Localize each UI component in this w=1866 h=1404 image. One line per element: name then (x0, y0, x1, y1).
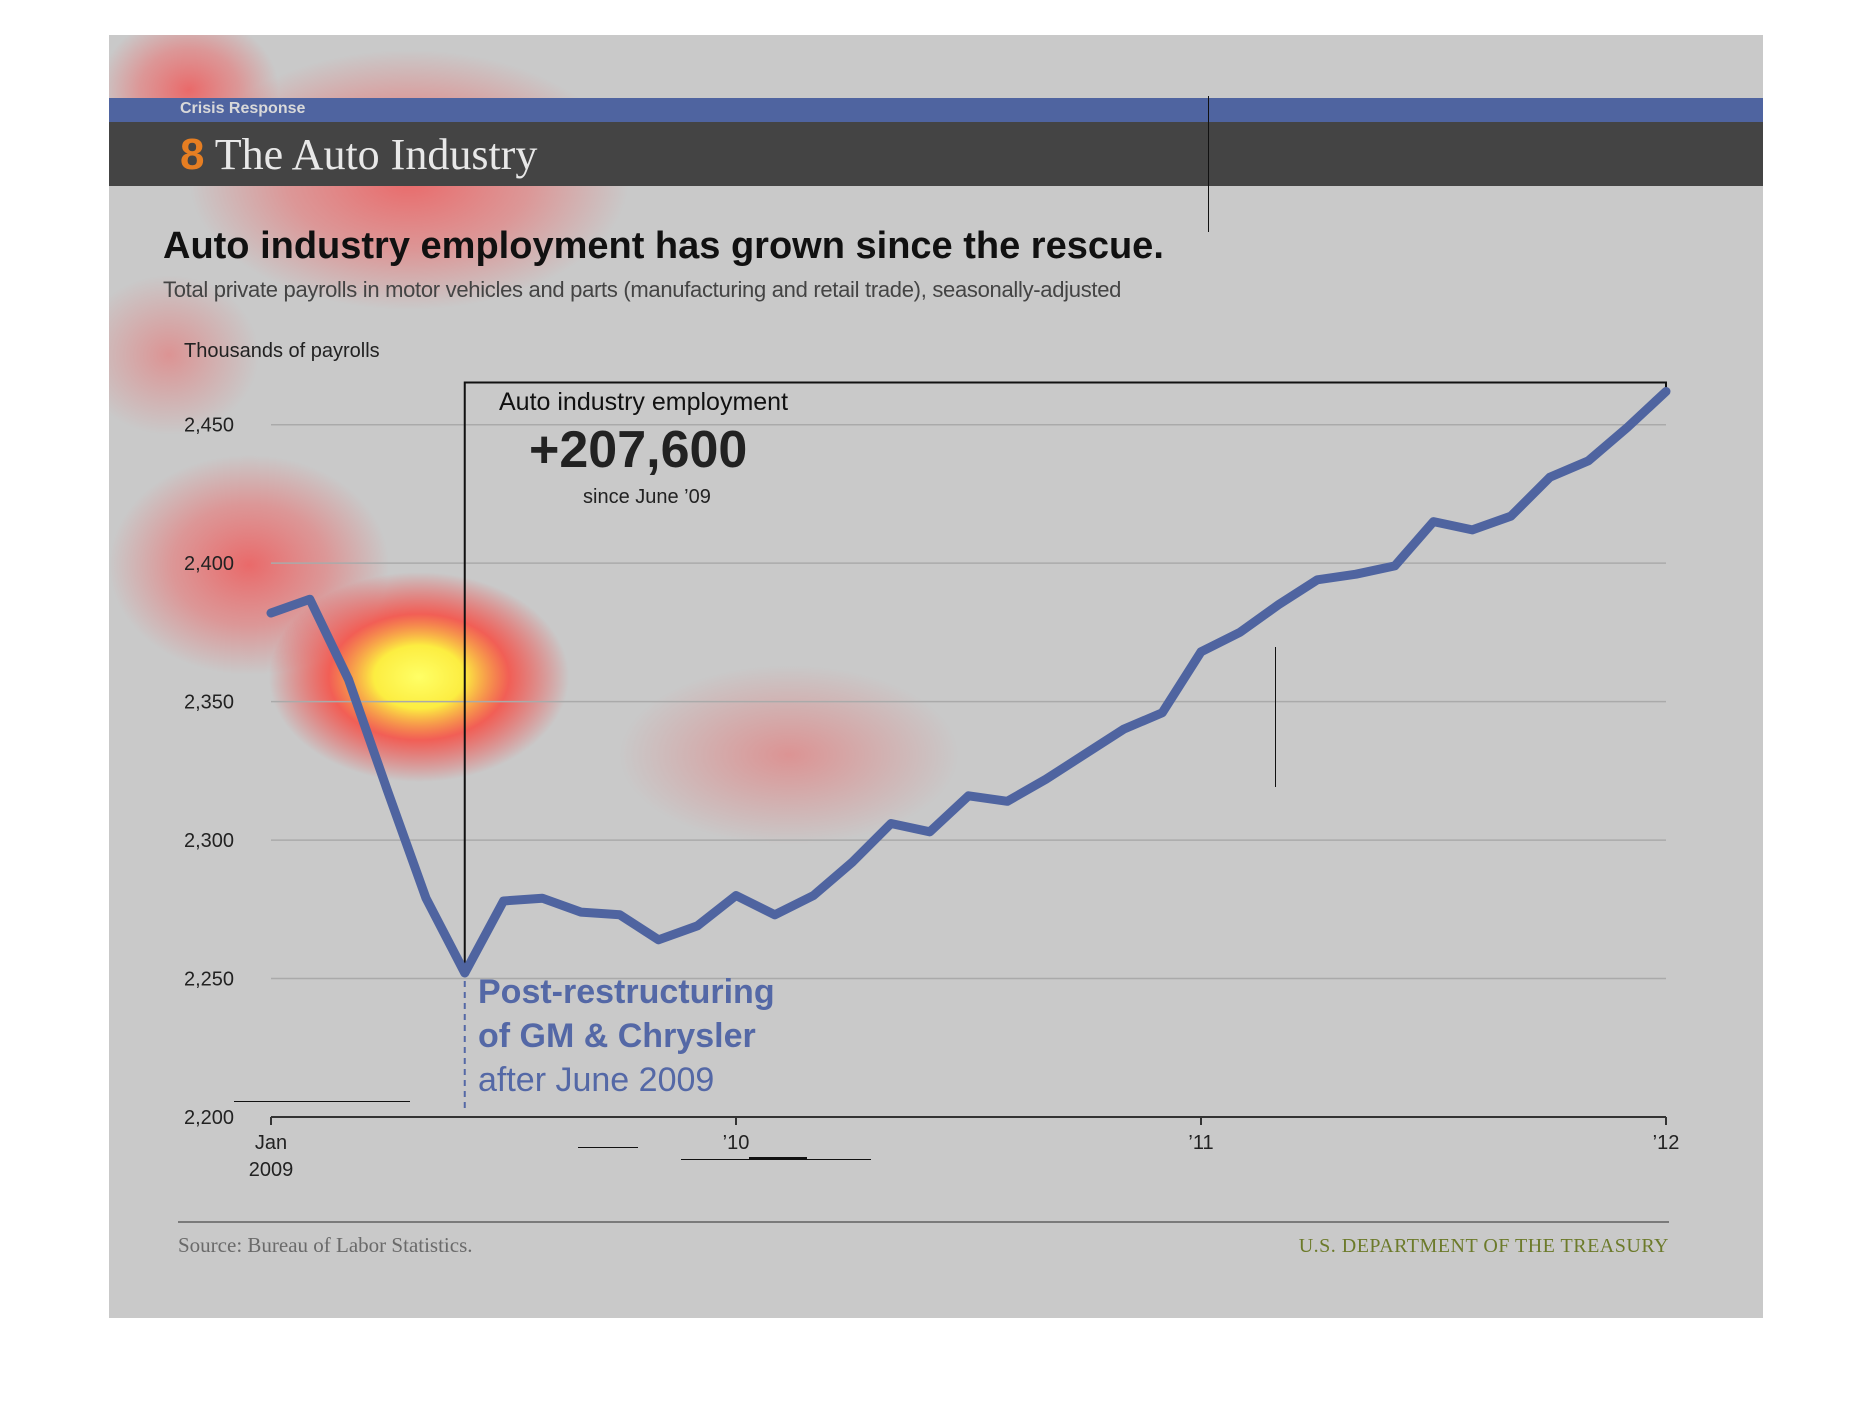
data-point (851, 861, 853, 863)
data-point (1549, 476, 1551, 478)
data-point (1510, 515, 1512, 517)
section-number: 8 (180, 130, 205, 179)
data-point (425, 897, 427, 899)
y-tick-label: 2,350 (184, 692, 234, 714)
source-note: Source: Bureau of Labor Statistics. (178, 1233, 473, 1257)
annotation-since: since June ’09 (583, 486, 711, 508)
data-point (735, 895, 737, 897)
section-title-text: The Auto Industry (214, 130, 538, 179)
annotation-bracket (463, 381, 1667, 973)
agency-name: U.S. DEPARTMENT OF THE TREASURY (1298, 1235, 1669, 1257)
x-tick-label: ’10 (723, 1132, 750, 1154)
data-point (1084, 753, 1086, 755)
data-point (1239, 631, 1241, 633)
data-point (1355, 573, 1357, 575)
stray-mark (1275, 647, 1276, 787)
chart-headline: Auto industry employment has grown since… (163, 225, 1164, 267)
x-tick-sublabel: 2009 (249, 1159, 294, 1181)
section-label: Crisis Response (180, 100, 306, 117)
stray-mark (578, 1147, 638, 1148)
annotation-title: Auto industry employment (499, 388, 789, 416)
data-point (696, 925, 698, 927)
stray-mark (1208, 96, 1209, 232)
data-point (1433, 521, 1435, 523)
data-point (1394, 565, 1396, 567)
data-point (1316, 579, 1318, 581)
data-point (270, 612, 272, 614)
event-label-line2: of GM & Chrysler (478, 1017, 756, 1055)
data-point (890, 823, 892, 825)
stray-mark (749, 1157, 807, 1159)
event-label-line3: after June 2009 (478, 1061, 715, 1099)
annotation-value: +207,600 (529, 421, 748, 479)
slide: Crisis Response 8 The Auto Industry Auto… (109, 35, 1763, 1318)
data-point (1471, 529, 1473, 531)
y-axis-label: Thousands of payrolls (184, 340, 380, 362)
data-point (1123, 728, 1125, 730)
data-point (968, 795, 970, 797)
data-point (348, 679, 350, 681)
section-title: 8 The Auto Industry (180, 129, 537, 180)
line-chart: 2,200 2,250 2,300 2,350 2,400 2,450 Jan 2009 ’10… (184, 381, 1680, 1181)
x-tick-label: ’11 (1188, 1132, 1213, 1154)
data-point (1045, 778, 1047, 780)
data-point (1588, 460, 1590, 462)
data-point (774, 914, 776, 916)
stray-mark (234, 1101, 410, 1102)
data-point (658, 939, 660, 941)
y-tick-label: 2,250 (184, 969, 234, 991)
data-point (1278, 604, 1280, 606)
data-point (464, 972, 466, 974)
y-tick-label: 2,400 (184, 553, 234, 575)
data-point (929, 831, 931, 833)
x-tick-label: Jan (255, 1132, 287, 1154)
chart-subhead: Total private payrolls in motor vehicles… (163, 277, 1122, 302)
y-tick-label: 2,450 (184, 415, 234, 437)
y-tick-label: 2,200 (184, 1107, 234, 1129)
data-point (503, 900, 505, 902)
data-point (813, 895, 815, 897)
y-tick-label: 2,300 (184, 830, 234, 852)
data-point (386, 789, 388, 791)
data-point (541, 897, 543, 899)
series-line (266, 387, 1671, 978)
stray-mark (681, 1159, 871, 1160)
footer-rule (178, 1221, 1669, 1223)
data-point (1006, 800, 1008, 802)
data-point (309, 598, 311, 600)
data-point (1626, 427, 1628, 429)
data-point (1665, 391, 1667, 393)
data-point (619, 914, 621, 916)
section-top-bar (109, 98, 1763, 122)
data-point (1161, 712, 1163, 714)
data-point (580, 911, 582, 913)
section-title-bar (109, 122, 1763, 186)
data-point (1200, 651, 1202, 653)
event-label-line1: Post-restructuring (478, 973, 775, 1011)
x-tick-label: ’12 (1653, 1132, 1680, 1154)
